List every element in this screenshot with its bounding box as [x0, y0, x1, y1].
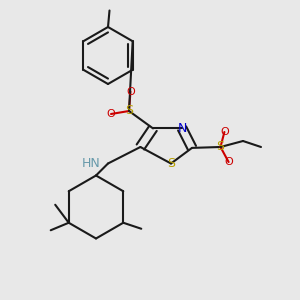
Text: S: S [217, 140, 224, 154]
Text: S: S [125, 104, 133, 118]
Text: O: O [126, 86, 135, 97]
Text: O: O [224, 157, 233, 167]
Text: O: O [220, 127, 229, 137]
Text: S: S [167, 157, 175, 170]
Text: O: O [106, 109, 116, 119]
Text: HN: HN [82, 157, 100, 170]
Text: N: N [177, 122, 187, 135]
